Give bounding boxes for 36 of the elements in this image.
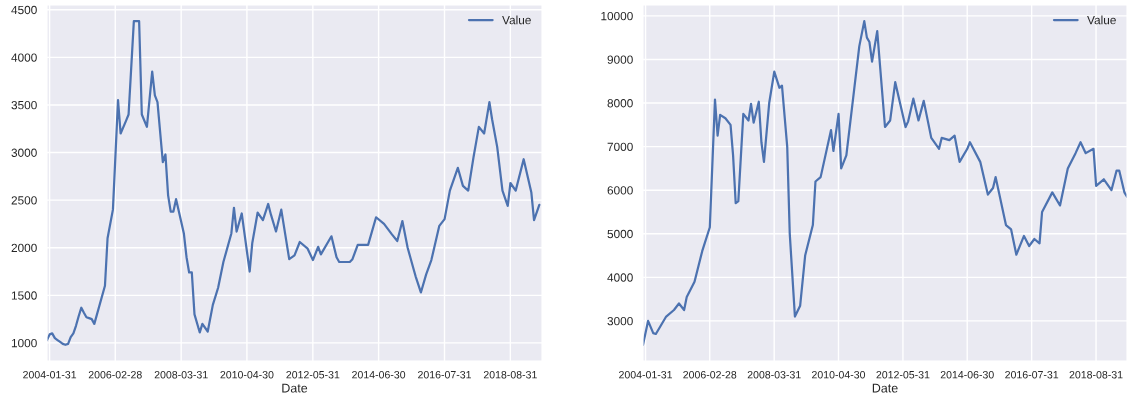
legend-label: Value [1087, 15, 1116, 25]
y-tick-label: 3000 [11, 148, 37, 157]
x-tick-label: 2014-06-30 [352, 371, 406, 379]
x-tick-label: 2018-08-31 [483, 371, 537, 379]
x-tick-label: 2006-02-28 [88, 371, 142, 379]
x-tick-label: 2012-05-31 [876, 371, 930, 379]
y-tick-label: 10000 [601, 11, 633, 21]
y-tick-label: 4000 [607, 273, 633, 282]
y-tick-label: 8000 [607, 99, 633, 108]
x-tick-label: 2004-01-31 [23, 371, 77, 379]
x-axis-title: Date [872, 383, 898, 393]
x-tick-label: 2012-05-31 [286, 371, 340, 379]
x-tick-label: 2014-06-30 [940, 371, 994, 379]
x-tick-label: 2004-01-31 [619, 371, 673, 379]
y-tick-label: 7000 [607, 142, 633, 152]
y-tick-label: 1000 [11, 338, 37, 348]
x-tick-label: 2018-08-31 [1069, 371, 1123, 379]
legend-label: Value [502, 15, 531, 25]
y-tick-label: 1500 [11, 291, 37, 300]
y-tick-label: 2500 [11, 196, 37, 205]
x-tick-label: 2016-07-31 [1005, 371, 1059, 379]
y-tick-label: 4500 [11, 5, 37, 15]
y-tick-label: 3500 [11, 100, 37, 110]
x-tick-label: 2010-04-30 [812, 371, 866, 379]
x-tick-label: 2008-03-31 [747, 371, 801, 379]
y-tick-label: 4000 [11, 53, 37, 62]
y-tick-label: 2000 [11, 243, 37, 253]
y-tick-label: 5000 [607, 229, 633, 239]
y-tick-label: 9000 [607, 55, 633, 64]
x-tick-label: 2016-07-31 [418, 371, 471, 379]
x-tick-label: 2006-02-28 [683, 371, 737, 379]
y-tick-label: 3000 [607, 316, 633, 326]
x-axis-title: Date [282, 383, 308, 393]
x-tick-label: 2010-04-30 [220, 371, 274, 379]
y-tick-label: 6000 [607, 186, 633, 195]
x-tick-label: 2008-03-31 [154, 371, 208, 379]
